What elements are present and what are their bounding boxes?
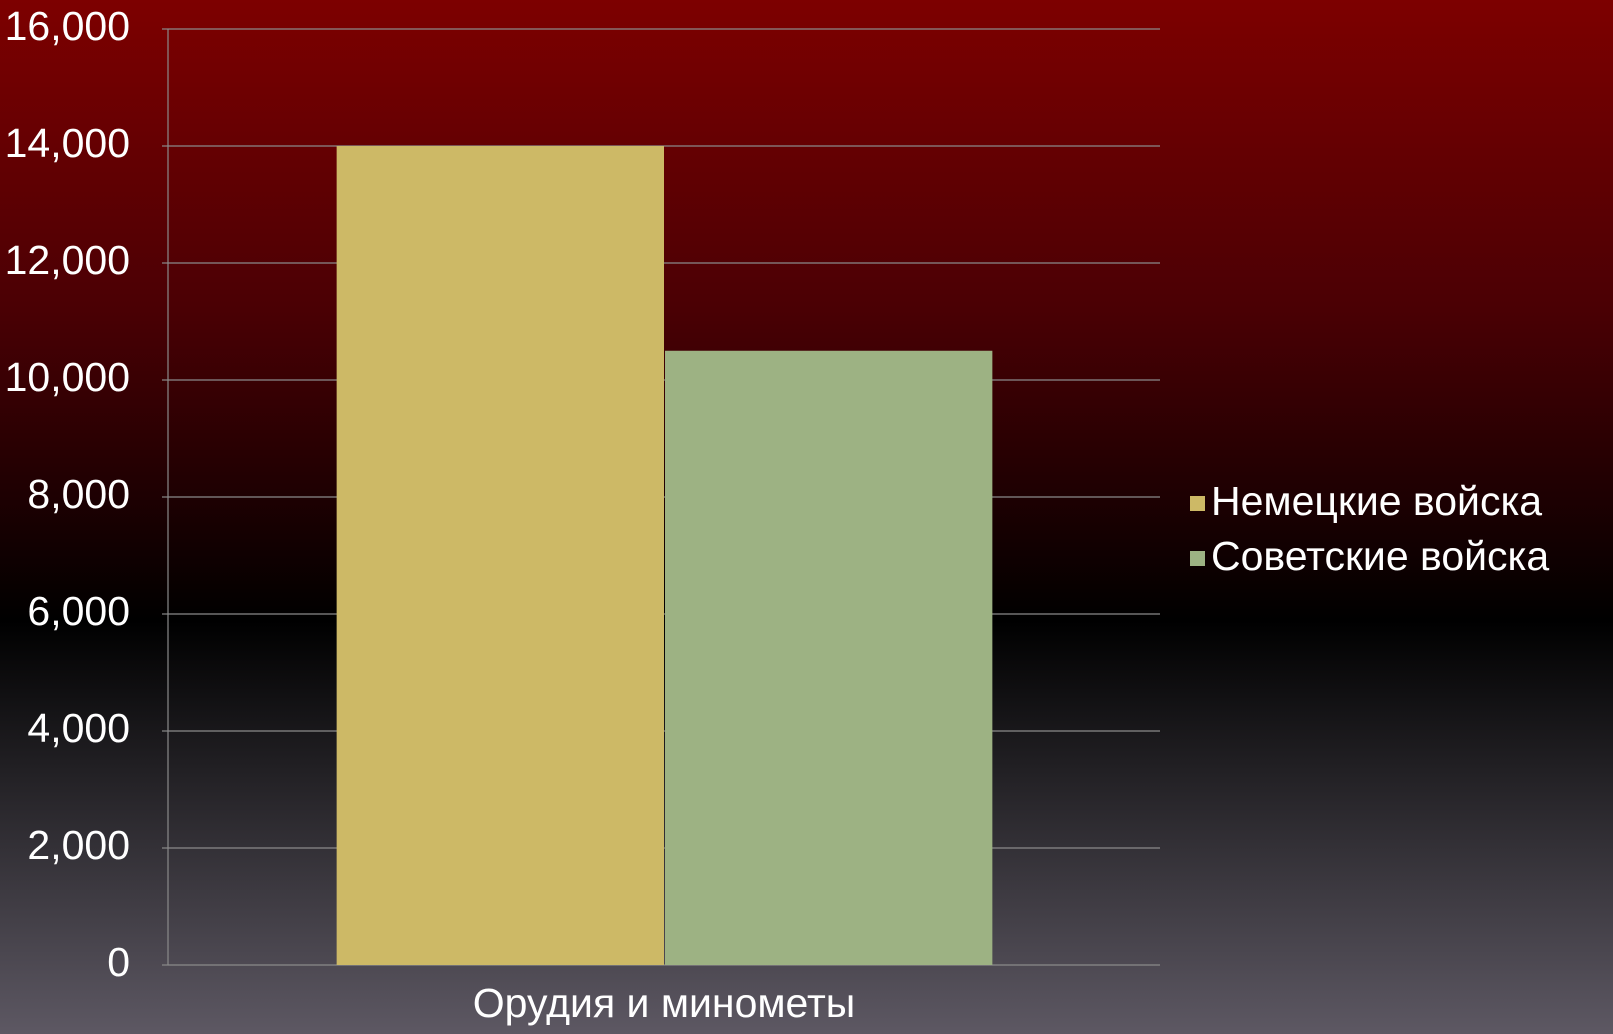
legend-label: Немецкие войска bbox=[1211, 478, 1542, 524]
y-tick-label: 10,000 bbox=[5, 354, 130, 400]
bar bbox=[336, 146, 664, 965]
y-tick-label: 6,000 bbox=[27, 588, 130, 634]
y-tick-label: 16,000 bbox=[5, 3, 130, 49]
y-tick-label: 12,000 bbox=[5, 237, 130, 283]
y-tick-label: 14,000 bbox=[5, 120, 130, 166]
legend-label: Советские войска bbox=[1211, 533, 1549, 579]
y-tick-label: 0 bbox=[107, 939, 130, 985]
x-tick-label: Орудия и минометы bbox=[473, 980, 856, 1026]
legend-swatch bbox=[1190, 551, 1205, 566]
y-tick-label: 2,000 bbox=[27, 822, 130, 868]
y-tick-label: 4,000 bbox=[27, 705, 130, 751]
y-tick-label: 8,000 bbox=[27, 471, 130, 517]
legend-swatch bbox=[1190, 496, 1205, 511]
bar bbox=[665, 350, 993, 965]
